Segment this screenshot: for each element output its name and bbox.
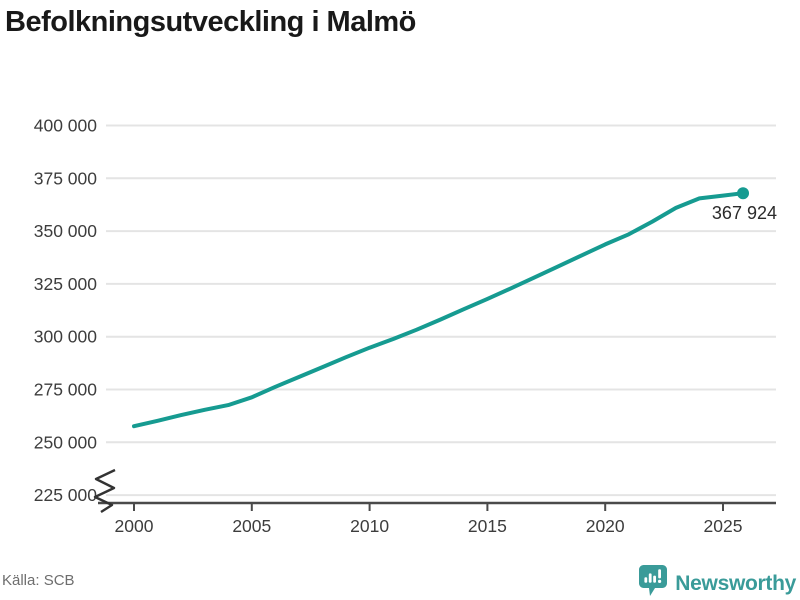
y-axis-label: 400 000	[34, 116, 98, 136]
x-axis-label: 2010	[350, 516, 389, 536]
newsworthy-bar-chart-pin-icon	[638, 564, 668, 600]
x-axis-label: 2000	[115, 516, 154, 536]
y-axis-label: 250 000	[34, 432, 98, 452]
chart-title: Befolkningsutveckling i Malmö	[5, 6, 416, 38]
newsworthy-wordmark: Newsworthy	[675, 571, 796, 595]
x-axis-label: 2005	[232, 516, 271, 536]
y-axis-label: 325 000	[34, 274, 98, 294]
x-axis-label: 2025	[704, 516, 743, 536]
population-trend-line	[132, 191, 745, 429]
y-axis-label: 275 000	[34, 380, 98, 400]
newsworthy-brand: Newsworthy	[638, 564, 796, 600]
end-point-dot	[737, 187, 750, 200]
source-label: Källa: SCB	[2, 572, 75, 589]
y-axis-label: 375 000	[34, 168, 98, 188]
axis-break-icon	[93, 468, 116, 514]
x-axis-label: 2015	[468, 516, 507, 536]
y-axis-label: 350 000	[34, 221, 98, 241]
x-axis-label: 2020	[586, 516, 625, 536]
y-axis-label: 225 000	[34, 485, 98, 505]
end-value-label: 367 924	[712, 203, 777, 223]
y-axis-label: 300 000	[34, 327, 98, 347]
